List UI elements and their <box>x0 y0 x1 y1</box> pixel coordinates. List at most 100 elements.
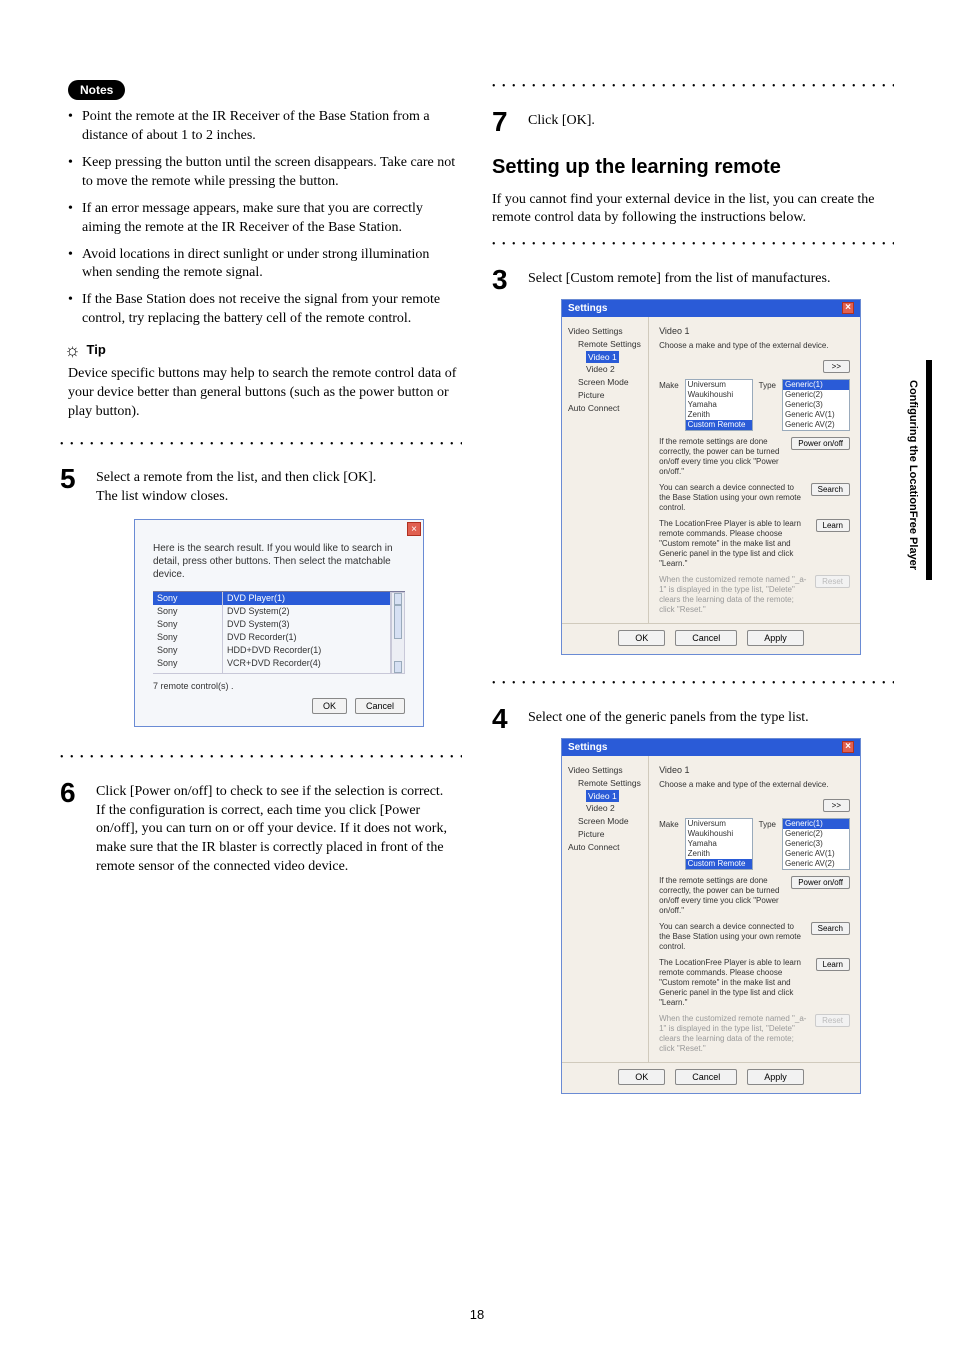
ok-button[interactable]: OK <box>312 698 347 714</box>
list-item[interactable]: Sony <box>153 657 222 670</box>
side-accent-bar <box>926 360 932 580</box>
list-item[interactable]: Waukihoushi <box>686 829 752 839</box>
nav-item[interactable]: Auto Connect <box>568 402 642 415</box>
type-list[interactable]: Generic(1) Generic(2) Generic(3) Generic… <box>782 379 850 431</box>
step-3: 3 Select [Custom remote] from the list o… <box>492 266 894 663</box>
list-item[interactable]: Yamaha <box>686 400 752 410</box>
next-button[interactable]: >> <box>823 360 850 373</box>
left-column: Notes Point the remote at the IR Receive… <box>60 80 462 1116</box>
list-item[interactable]: DVD Player(1) <box>223 592 390 605</box>
apply-button[interactable]: Apply <box>747 1069 804 1085</box>
power-onoff-button[interactable]: Power on/off <box>791 437 850 450</box>
list-item[interactable]: Sony <box>153 631 222 644</box>
list-item[interactable]: Zenith <box>686 410 752 420</box>
list-item[interactable]: Generic(1) <box>783 819 849 829</box>
notes-item: Point the remote at the IR Receiver of t… <box>68 108 462 146</box>
ok-button[interactable]: OK <box>618 1069 665 1085</box>
make-list[interactable]: Universum Waukihoushi Yamaha Zenith Cust… <box>685 379 753 431</box>
list-item[interactable]: Sony <box>153 592 222 605</box>
list-item[interactable]: Generic(2) <box>783 829 849 839</box>
side-tab-label: Configuring the LocationFree Player <box>905 380 920 570</box>
close-icon[interactable]: × <box>842 302 854 314</box>
tip-body: Device specific buttons may help to sear… <box>60 365 462 422</box>
cancel-button[interactable]: Cancel <box>675 1069 737 1085</box>
nav-item[interactable]: Video 2 <box>586 802 642 815</box>
close-icon[interactable]: × <box>842 741 854 753</box>
list-item[interactable]: Generic(2) <box>783 390 849 400</box>
list-item[interactable]: Generic(3) <box>783 400 849 410</box>
result-count: 7 remote control(s) . <box>153 680 405 692</box>
settings-nav-tree[interactable]: Video Settings Remote Settings Video 1 V… <box>562 756 649 1062</box>
divider-dots: • • • • • • • • • • • • • • • • • • • • … <box>60 751 462 765</box>
step-text: Select [Custom remote] from the list of … <box>528 270 894 289</box>
list-item[interactable]: Generic AV(1) <box>783 849 849 859</box>
cancel-button[interactable]: Cancel <box>675 630 737 646</box>
list-item[interactable]: Universum <box>686 380 752 390</box>
settings-dialog: Settings × Video Settings Remote Setting… <box>561 738 861 1094</box>
list-item[interactable]: Yamaha <box>686 839 752 849</box>
list-item[interactable]: Sony <box>153 605 222 618</box>
settings-dialog: Settings × Video Settings Remote Setting… <box>561 299 861 655</box>
step-number: 6 <box>60 779 82 877</box>
nav-item[interactable]: Remote Settings <box>578 338 642 351</box>
nav-item[interactable]: Auto Connect <box>568 841 642 854</box>
type-list[interactable]: Generic(1) Generic(2) Generic(3) Generic… <box>782 818 850 870</box>
reset-button-disabled: Reset <box>815 575 850 588</box>
make-list[interactable]: Universum Waukihoushi Yamaha Zenith Cust… <box>685 818 753 870</box>
step-number: 4 <box>492 705 514 1102</box>
ok-button[interactable]: OK <box>618 630 665 646</box>
section-title: Setting up the learning remote <box>492 154 894 181</box>
dialog-titlebar: Settings × <box>562 300 860 318</box>
panel-text: If the remote settings are done correctl… <box>659 437 785 477</box>
panel-subtext: Choose a make and type of the external d… <box>659 780 850 791</box>
panel-text: You can search a device connected to the… <box>659 483 805 513</box>
next-button[interactable]: >> <box>823 799 850 812</box>
list-item[interactable]: DVD Recorder(1) <box>223 631 390 644</box>
list-item[interactable]: Zenith <box>686 849 752 859</box>
nav-item[interactable]: Remote Settings <box>578 777 642 790</box>
nav-item[interactable]: Video Settings <box>568 325 642 338</box>
nav-item[interactable]: Video 2 <box>586 363 642 376</box>
apply-button[interactable]: Apply <box>747 630 804 646</box>
list-item[interactable]: DVD System(2) <box>223 605 390 618</box>
power-onoff-button[interactable]: Power on/off <box>791 876 850 889</box>
search-button[interactable]: Search <box>811 483 850 496</box>
divider-dots: • • • • • • • • • • • • • • • • • • • • … <box>492 677 894 691</box>
list-item[interactable]: Waukihoushi <box>686 390 752 400</box>
cancel-button[interactable]: Cancel <box>355 698 405 714</box>
list-item[interactable]: Sony <box>153 644 222 657</box>
list-item[interactable]: Generic AV(2) <box>783 859 849 869</box>
right-column: • • • • • • • • • • • • • • • • • • • • … <box>492 80 894 1116</box>
learn-button[interactable]: Learn <box>816 958 850 971</box>
list-item[interactable]: Generic AV(1) <box>783 410 849 420</box>
nav-item[interactable]: Picture <box>578 828 642 841</box>
nav-item[interactable]: Video Settings <box>568 764 642 777</box>
list-item[interactable]: Generic(3) <box>783 839 849 849</box>
search-results-list[interactable]: Sony Sony Sony Sony Sony Sony DVD Player… <box>153 592 405 674</box>
list-item[interactable]: Universum <box>686 819 752 829</box>
scrollbar[interactable] <box>391 592 405 674</box>
nav-item-active[interactable]: Video 1 <box>586 351 619 364</box>
search-button[interactable]: Search <box>811 922 850 935</box>
list-item[interactable]: HDD+DVD Recorder(1) <box>223 644 390 657</box>
list-item[interactable]: VCR+DVD Recorder(4) <box>223 657 390 670</box>
close-icon[interactable]: × <box>407 522 421 536</box>
nav-item-active[interactable]: Video 1 <box>586 790 619 803</box>
list-item[interactable]: Custom Remote <box>686 859 752 869</box>
list-item[interactable]: Custom Remote <box>686 420 752 430</box>
list-item[interactable]: Generic AV(2) <box>783 420 849 430</box>
learn-button[interactable]: Learn <box>816 519 850 532</box>
list-item[interactable]: DVD System(3) <box>223 618 390 631</box>
nav-item[interactable]: Screen Mode <box>578 815 642 828</box>
settings-nav-tree[interactable]: Video Settings Remote Settings Video 1 V… <box>562 317 649 623</box>
panel-heading: Video 1 <box>659 764 850 776</box>
step-text: Select a remote from the list, and then … <box>96 469 462 488</box>
step-5: 5 Select a remote from the list, and the… <box>60 465 462 737</box>
list-item[interactable]: Generic(1) <box>783 380 849 390</box>
notes-badge: Notes <box>68 80 125 100</box>
nav-item[interactable]: Picture <box>578 389 642 402</box>
step-6: 6 Click [Power on/off] to check to see i… <box>60 779 462 877</box>
notes-item: Keep pressing the button until the scree… <box>68 154 462 192</box>
list-item[interactable]: Sony <box>153 618 222 631</box>
nav-item[interactable]: Screen Mode <box>578 376 642 389</box>
